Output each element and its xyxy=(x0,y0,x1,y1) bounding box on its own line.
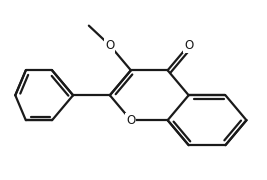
Text: O: O xyxy=(126,114,135,127)
Text: O: O xyxy=(184,39,193,52)
Text: O: O xyxy=(105,39,115,52)
